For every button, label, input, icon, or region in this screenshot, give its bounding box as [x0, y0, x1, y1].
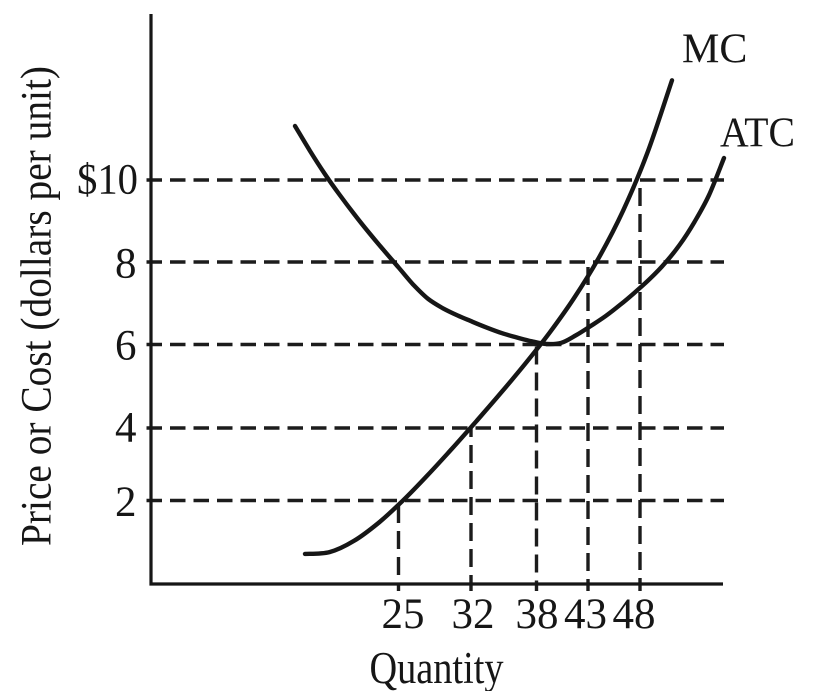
svg-text:38: 38 — [516, 591, 559, 638]
svg-text:2: 2 — [115, 479, 137, 526]
svg-text:ATC: ATC — [720, 111, 795, 157]
svg-text:25: 25 — [382, 591, 425, 638]
svg-text:32: 32 — [452, 591, 495, 638]
svg-text:6: 6 — [115, 323, 137, 370]
svg-text:$10: $10 — [77, 157, 138, 204]
svg-text:Quantity: Quantity — [370, 643, 504, 691]
svg-text:Price or Cost (dollars per uni: Price or Cost (dollars per unit) — [14, 66, 61, 546]
svg-text:8: 8 — [115, 241, 137, 288]
svg-text:48: 48 — [613, 591, 656, 638]
svg-text:MC: MC — [682, 27, 747, 73]
svg-text:4: 4 — [115, 405, 137, 452]
svg-text:43: 43 — [564, 591, 607, 638]
